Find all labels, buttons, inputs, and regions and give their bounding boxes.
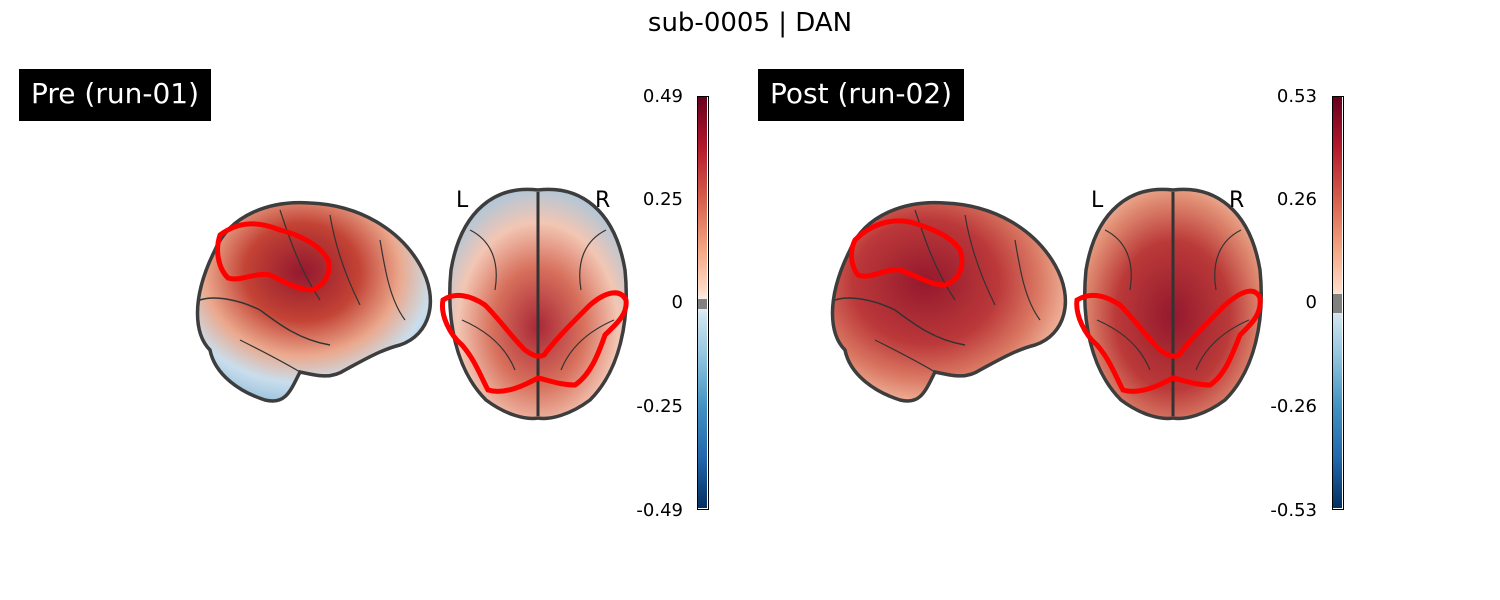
panel-label-pre: Pre (run-01) (19, 69, 211, 121)
colorbar-tick-post-1: 0.26 (1276, 189, 1317, 210)
colorbar-tick-pre-4: -0.49 (636, 500, 683, 521)
colorbar-pre (697, 96, 709, 510)
threshold-band-post (1333, 294, 1342, 313)
colorbar-tick-pre-1: 0.25 (642, 189, 683, 210)
colorbar-tick-pre-3: -0.25 (636, 396, 683, 417)
colorbar-gradient-post (1333, 97, 1342, 508)
colorbar-tick-pre-0: 0.49 (642, 86, 683, 107)
colorbar-tick-post-3: -0.26 (1270, 396, 1317, 417)
threshold-band-pre (698, 299, 707, 309)
figure-title: sub-0005 | DAN (647, 8, 853, 38)
panel-label-post: Post (run-02) (758, 69, 965, 121)
orientation-left-label-pre: L (456, 188, 469, 213)
sagittal-brain-pre (195, 187, 629, 421)
orientation-right-label-pre: R (595, 188, 611, 213)
colorbar-gradient-pre (698, 97, 707, 508)
orientation-right-label-post: R (1229, 188, 1245, 213)
colorbar-tick-post-0: 0.53 (1276, 86, 1317, 107)
colorbar-tick-post-4: -0.53 (1270, 500, 1317, 521)
colorbar-post (1332, 96, 1344, 510)
colorbar-tick-post-2: 0 (1305, 292, 1317, 313)
panel-pre: Pre (run-01) L R 0.49 0.25 0 -0.25 -0.49 (19, 69, 709, 521)
orientation-left-label-post: L (1091, 188, 1104, 213)
colorbar-tick-pre-2: 0 (671, 292, 683, 313)
